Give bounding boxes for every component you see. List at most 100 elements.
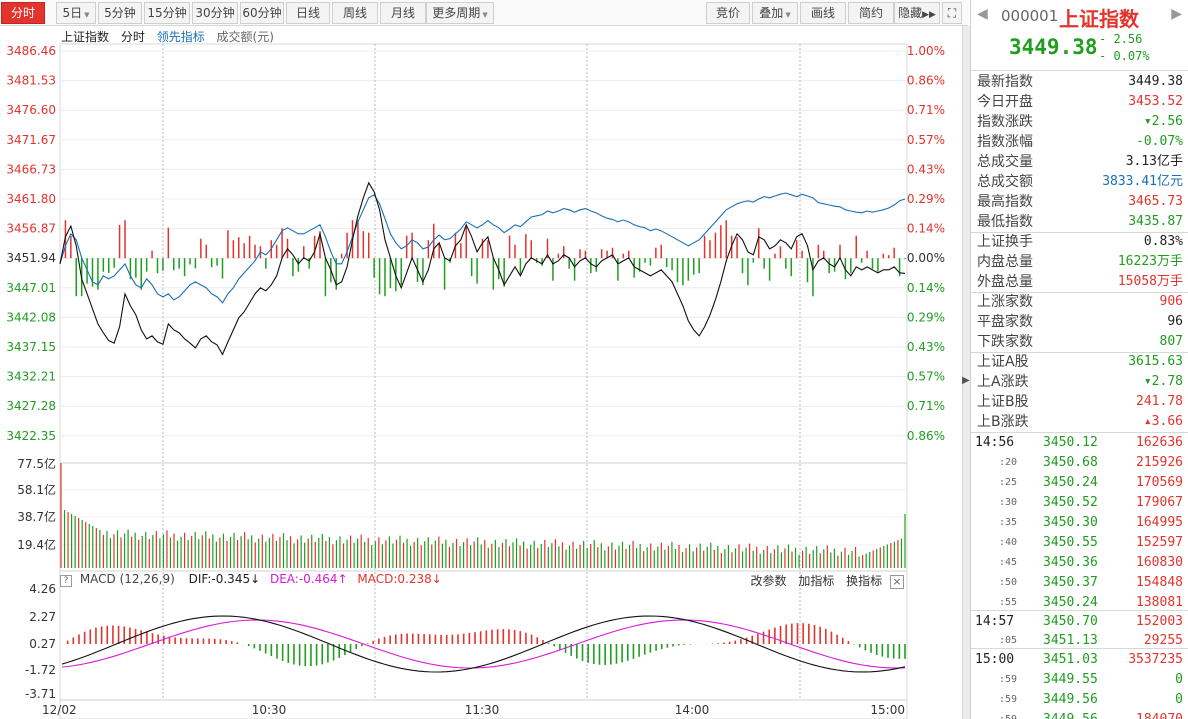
- tick-time: :30: [999, 497, 1018, 508]
- stat-row: 最低指数 3435.87: [977, 212, 1183, 232]
- legend-mode[interactable]: 分时: [120, 30, 145, 44]
- tool-button-3[interactable]: 简约: [848, 2, 894, 24]
- fullscreen-icon[interactable]: ⛶: [942, 2, 962, 24]
- pct-tick-label: 0.86%: [907, 74, 945, 88]
- tick-time: 14:57: [975, 614, 1015, 629]
- add-indicator-button[interactable]: 加指标: [798, 574, 835, 588]
- tick-volume: 215926: [1136, 455, 1183, 470]
- stat-row: 平盘家数 96: [977, 312, 1183, 332]
- pct-tick-label: 0.86%: [907, 429, 945, 443]
- tick-row: :59 3449.56 0: [971, 690, 1188, 710]
- tick-volume: 29255: [1143, 633, 1183, 648]
- pct-tick-label: 0.14%: [907, 281, 945, 295]
- legend-lead-indicator[interactable]: 领先指标: [156, 30, 205, 44]
- macd-tick-label: 0.27: [29, 637, 56, 651]
- stat-value: 3465.73: [1128, 194, 1183, 209]
- tool-button-label: 隐藏: [898, 6, 923, 20]
- stat-row: 上证A股 3615.63: [977, 352, 1183, 372]
- stat-value: 241.78: [1136, 394, 1183, 409]
- tool-button-0[interactable]: 竞价: [706, 2, 750, 24]
- arrow-down-icon: ↓: [250, 572, 261, 586]
- tick-volume: 179067: [1136, 495, 1183, 510]
- tick-volume: 162636: [1136, 435, 1183, 450]
- stat-row: 指数涨跌 ▾2.56: [977, 112, 1183, 132]
- price-line: [59, 181, 906, 356]
- macd-tick-label: -3.71: [25, 687, 56, 701]
- panel-splitter[interactable]: ▶: [962, 26, 970, 719]
- price-tick-label: 3461.80: [6, 192, 56, 206]
- tick-row: 14:56 3450.12 162636: [971, 433, 1188, 453]
- stat-value: -0.07%: [1136, 134, 1183, 149]
- stat-row: 最高指数 3465.73: [977, 192, 1183, 212]
- tick-row: :45 3450.36 160830: [971, 553, 1188, 573]
- tick-volume: 138081: [1136, 595, 1183, 610]
- change-params-button[interactable]: 改参数: [750, 574, 787, 588]
- dropdown-arrow-icon: ▼: [482, 11, 488, 19]
- macd-tick-label: 2.27: [29, 610, 56, 624]
- period-tab-5[interactable]: 60分钟: [240, 2, 284, 24]
- period-tab-4[interactable]: 30分钟: [192, 2, 238, 24]
- period-tab-9[interactable]: 更多周期 ▼: [426, 2, 494, 24]
- stat-row: 今日开盘 3453.52: [977, 92, 1183, 112]
- tick-price: 3449.55: [1043, 672, 1098, 687]
- close-icon[interactable]: ×: [890, 575, 904, 589]
- price-tick-label: 3447.01: [6, 281, 56, 295]
- price-tick-label: 3481.53: [6, 74, 56, 88]
- stat-label: 上A涨跌: [977, 374, 1029, 390]
- divider: [971, 70, 1188, 71]
- period-tab-2[interactable]: 5分钟: [98, 2, 142, 24]
- tick-price: 3450.24: [1043, 595, 1098, 610]
- tick-volume: 152003: [1136, 614, 1183, 629]
- tick-price: 3450.70: [1043, 614, 1098, 629]
- collapse-arrow-icon[interactable]: ▶: [962, 375, 970, 386]
- tool-button-label: 简约: [858, 6, 883, 20]
- period-tab-1[interactable]: 5日 ▼: [56, 2, 96, 24]
- period-tab-8[interactable]: 月线: [380, 2, 426, 24]
- main-chart[interactable]: 3486.46 1.00% 3481.53 0.86% 3476.60 0.71% 3471…: [0, 0, 962, 719]
- stat-row: 上B涨跌 ▴3.66: [977, 412, 1183, 432]
- tick-row: :35 3450.30 164995: [971, 513, 1188, 533]
- stat-value: 0.83%: [1143, 234, 1183, 249]
- tool-button-4[interactable]: 隐藏▶▶: [894, 2, 940, 24]
- period-tab-6[interactable]: 日线: [286, 2, 330, 24]
- price-tick-label: 3442.08: [6, 310, 56, 324]
- tick-volume: 0: [1175, 692, 1183, 707]
- tick-volume: 154848: [1136, 575, 1183, 590]
- volume-tick-label: 38.7亿: [17, 509, 56, 524]
- stat-label: 最新指数: [977, 74, 1033, 90]
- tick-time: 14:56: [975, 435, 1015, 450]
- stock-code: 000001: [1001, 7, 1059, 25]
- period-tab-3[interactable]: 15分钟: [144, 2, 190, 24]
- stat-label: 今日开盘: [977, 94, 1033, 110]
- tool-button-2[interactable]: 画线: [800, 2, 846, 24]
- period-tab-label: 30分钟: [195, 6, 235, 20]
- tick-price: 3449.56: [1043, 692, 1098, 707]
- stat-value: 3449.38: [1128, 74, 1183, 89]
- switch-indicator-button[interactable]: 换指标: [846, 574, 883, 588]
- tick-price: 3450.37: [1043, 575, 1098, 590]
- period-tab-label: 60分钟: [242, 6, 282, 20]
- tool-button-1[interactable]: 叠加 ▼: [752, 2, 798, 24]
- stat-value: 96: [1167, 314, 1183, 329]
- next-arrow-icon[interactable]: ▶: [1171, 6, 1182, 22]
- stat-value: 3435.87: [1128, 214, 1183, 229]
- stat-value: 3615.63: [1128, 354, 1183, 369]
- period-tab-0[interactable]: 分时: [1, 2, 45, 24]
- last-price: 3449.38: [1009, 35, 1098, 59]
- tick-time: :20: [999, 457, 1018, 468]
- prev-arrow-icon[interactable]: ◀: [977, 6, 988, 22]
- avg-price-line: [59, 192, 906, 304]
- tool-button-label: 画线: [810, 6, 835, 20]
- price-tick-label: 3456.87: [6, 222, 56, 236]
- stat-label: 总成交额: [977, 174, 1033, 190]
- stat-value: 807: [1159, 334, 1183, 349]
- tick-time: :50: [999, 577, 1018, 588]
- period-tab-7[interactable]: 周线: [332, 2, 378, 24]
- price-tick-label: 3466.73: [6, 162, 56, 176]
- help-icon[interactable]: ?: [60, 575, 72, 587]
- change-percent: - 0.07%: [1099, 49, 1150, 63]
- price-tick-label: 3432.21: [6, 370, 56, 384]
- pct-tick-label: 0.57%: [907, 133, 945, 147]
- tick-price: 3451.03: [1043, 652, 1098, 667]
